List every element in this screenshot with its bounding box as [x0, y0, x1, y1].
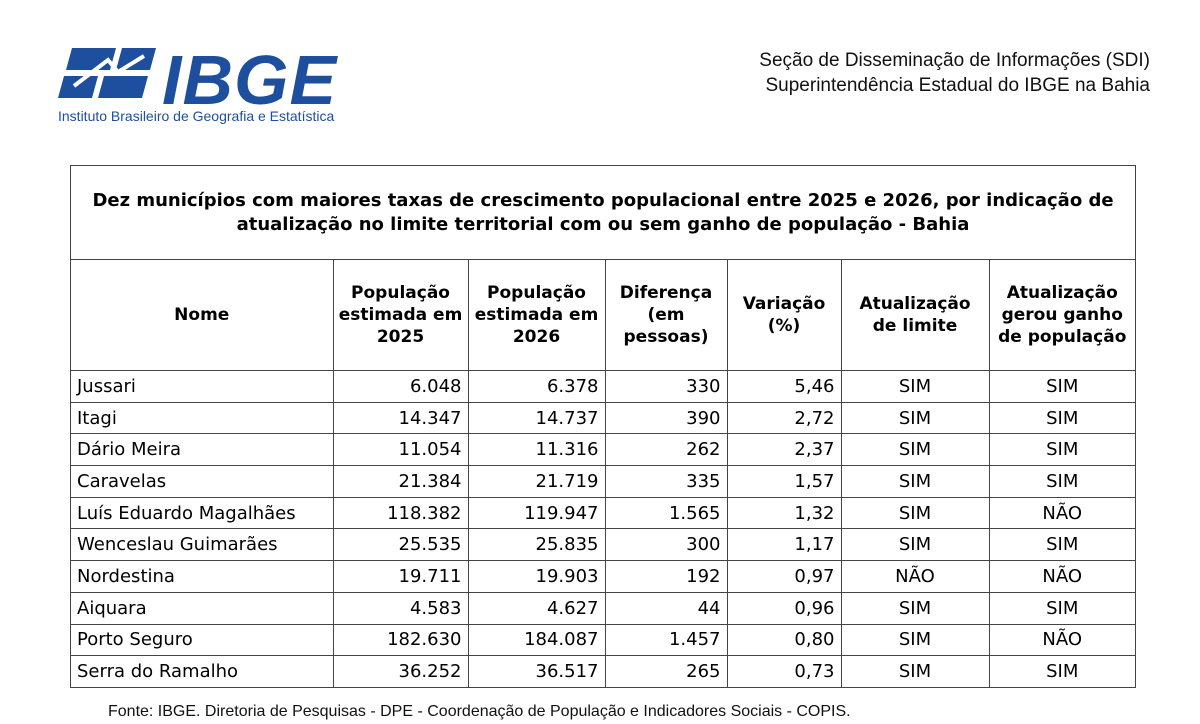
cell-atualizacao-limite: NÃO [841, 560, 990, 593]
cell-atualizacao-limite: SIM [841, 370, 990, 403]
column-header-atualizacao-limite: Atualização de limite [841, 260, 990, 371]
table-title: Dez municípios com maiores taxas de cres… [71, 166, 1135, 260]
cell-pop-2026: 4.627 [468, 592, 606, 625]
cell-ganho-populacao: SIM [989, 592, 1135, 625]
cell-ganho-populacao: SIM [989, 370, 1135, 403]
table-row: Serra do Ramalho 36.252 36.517 265 0,73 SIM SI… [71, 655, 1135, 687]
cell-atualizacao-limite: SIM [841, 528, 990, 562]
cell-pop-2026: 21.719 [468, 465, 606, 498]
ibge-logo: IBGE Instituto Brasileiro de Geografia e… [58, 41, 368, 132]
cell-diferenca: 300 [605, 528, 728, 562]
table-row: Jussari 6.048 6.378 330 5,46 SIM SIM [71, 370, 1135, 403]
cell-variacao: 1,57 [727, 465, 842, 498]
cell-diferenca: 192 [605, 560, 728, 593]
cell-pop-2025: 6.048 [333, 370, 469, 403]
column-header-pop-2026: População estimada em 2026 [468, 260, 606, 371]
cell-atualizacao-limite: SIM [841, 624, 990, 657]
cell-pop-2026: 6.378 [468, 370, 606, 403]
cell-variacao: 0,80 [727, 624, 842, 657]
ibge-emblem-icon [58, 48, 156, 98]
cell-nome: Jussari [71, 370, 334, 403]
logo-subtitle: Instituto Brasileiro de Geografia e Esta… [58, 108, 335, 124]
cell-ganho-populacao: SIM [989, 433, 1135, 467]
cell-ganho-populacao: NÃO [989, 560, 1135, 593]
table-row: Itagi 14.347 14.737 390 2,72 SIM SIM [71, 402, 1135, 435]
cell-pop-2025: 19.711 [333, 560, 469, 593]
table-row: Wenceslau Guimarães 25.535 25.835 300 1,17 SI… [71, 528, 1135, 562]
cell-ganho-populacao: SIM [989, 528, 1135, 562]
table-row: Dário Meira 11.054 11.316 262 2,37 SIM SIM [71, 433, 1135, 467]
cell-nome: Porto Seguro [71, 624, 334, 657]
cell-diferenca: 1.457 [605, 624, 728, 657]
column-header-ganho-populacao: Atualização gerou ganho de população [989, 260, 1135, 371]
cell-pop-2025: 182.630 [333, 624, 469, 657]
cell-nome: Luís Eduardo Magalhães [71, 497, 334, 530]
cell-diferenca: 390 [605, 402, 728, 435]
cell-atualizacao-limite: SIM [841, 655, 990, 687]
cell-diferenca: 44 [605, 592, 728, 625]
cell-pop-2026: 119.947 [468, 497, 606, 530]
column-header-diferenca: Diferença (em pessoas) [605, 260, 728, 371]
cell-diferenca: 335 [605, 465, 728, 498]
cell-ganho-populacao: SIM [1046, 661, 1079, 683]
data-table: Nome População estimada em 2025 Populaçã… [71, 260, 1135, 687]
cell-variacao: 2,37 [727, 433, 842, 467]
header-info: Seção de Disseminação de Informações (SD… [759, 48, 1150, 98]
header-line-2: Superintendência Estadual do IBGE na Bah… [765, 75, 1151, 96]
cell-variacao: 0,73 [727, 655, 842, 687]
cell-pop-2026: 19.903 [468, 560, 606, 593]
cell-atualizacao-limite: SIM [841, 402, 990, 435]
cell-variacao: 2,72 [727, 402, 842, 435]
cell-variacao: 5,46 [727, 370, 842, 403]
cell-pop-2026: 14.737 [468, 402, 606, 435]
header-line-1: Seção de Disseminação de Informações (SD… [759, 50, 1150, 71]
cell-diferenca: 262 [605, 433, 728, 467]
cell-pop-2026: 36.517 [468, 655, 606, 687]
cell-pop-2026: 25.835 [468, 528, 606, 562]
cell-diferenca: 265 [605, 655, 728, 687]
cell-nome: Caravelas [71, 465, 334, 498]
table-row: Luís Eduardo Magalhães 118.382 119.947 1.56… [71, 497, 1135, 530]
cell-nome: Itagi [71, 402, 334, 435]
column-header-nome: Nome [71, 260, 334, 371]
cell-pop-2025: 21.384 [333, 465, 469, 498]
cell-pop-2025: 25.535 [333, 528, 469, 562]
cell-pop-2025: 118.382 [333, 497, 469, 530]
cell-atualizacao-limite: SIM [841, 465, 990, 498]
cell-atualizacao-limite: SIM [841, 433, 990, 467]
cell-atualizacao-limite: SIM [841, 592, 990, 625]
logo-wordmark: IBGE [162, 41, 338, 119]
cell-ganho-populacao: SIM [989, 402, 1135, 435]
cell-ganho-populacao: NÃO [989, 624, 1135, 657]
cell-pop-2025: 11.054 [333, 433, 469, 467]
cell-variacao: 1,32 [727, 497, 842, 530]
cell-diferenca: 1.565 [605, 497, 728, 530]
cell-atualizacao-limite: SIM [841, 497, 990, 530]
cell-nome: Dário Meira [71, 433, 334, 467]
cell-pop-2025: 36.252 [333, 655, 469, 687]
cell-pop-2026: 11.316 [468, 433, 606, 467]
cell-diferenca: 330 [605, 370, 728, 403]
table-row: Caravelas 21.384 21.719 335 1,57 SIM SIM [71, 465, 1135, 498]
column-header-variacao: Variação (%) [727, 260, 842, 371]
cell-variacao: 0,97 [727, 560, 842, 593]
cell-pop-2026: 184.087 [468, 624, 606, 657]
cell-pop-2025: 14.347 [333, 402, 469, 435]
cell-ganho-populacao: SIM [989, 465, 1135, 498]
cell-pop-2025: 4.583 [333, 592, 469, 625]
table-row: Aiquara 4.583 4.627 44 0,96 SIM SIM [71, 592, 1135, 625]
cell-variacao: 1,17 [727, 528, 842, 562]
cell-nome: Aiquara [71, 592, 334, 625]
table-row: Nordestina 19.711 19.903 192 0,97 NÃO NÃO [71, 560, 1135, 593]
data-table-container: Dez municípios com maiores taxas de cres… [70, 165, 1136, 688]
cell-ganho-populacao: NÃO [989, 497, 1135, 530]
cell-nome: Serra do Ramalho [71, 655, 334, 687]
source-footnote: Fonte: IBGE. Diretoria de Pesquisas - DP… [108, 703, 851, 720]
table-header-row: Nome População estimada em 2025 Populaçã… [71, 260, 1135, 371]
table-row: Porto Seguro 182.630 184.087 1.457 0,80 SIM NÃ… [71, 624, 1135, 657]
cell-variacao: 0,96 [727, 592, 842, 625]
column-header-pop-2025: População estimada em 2025 [333, 260, 469, 371]
cell-nome: Nordestina [71, 560, 334, 593]
cell-nome: Wenceslau Guimarães [71, 528, 334, 562]
